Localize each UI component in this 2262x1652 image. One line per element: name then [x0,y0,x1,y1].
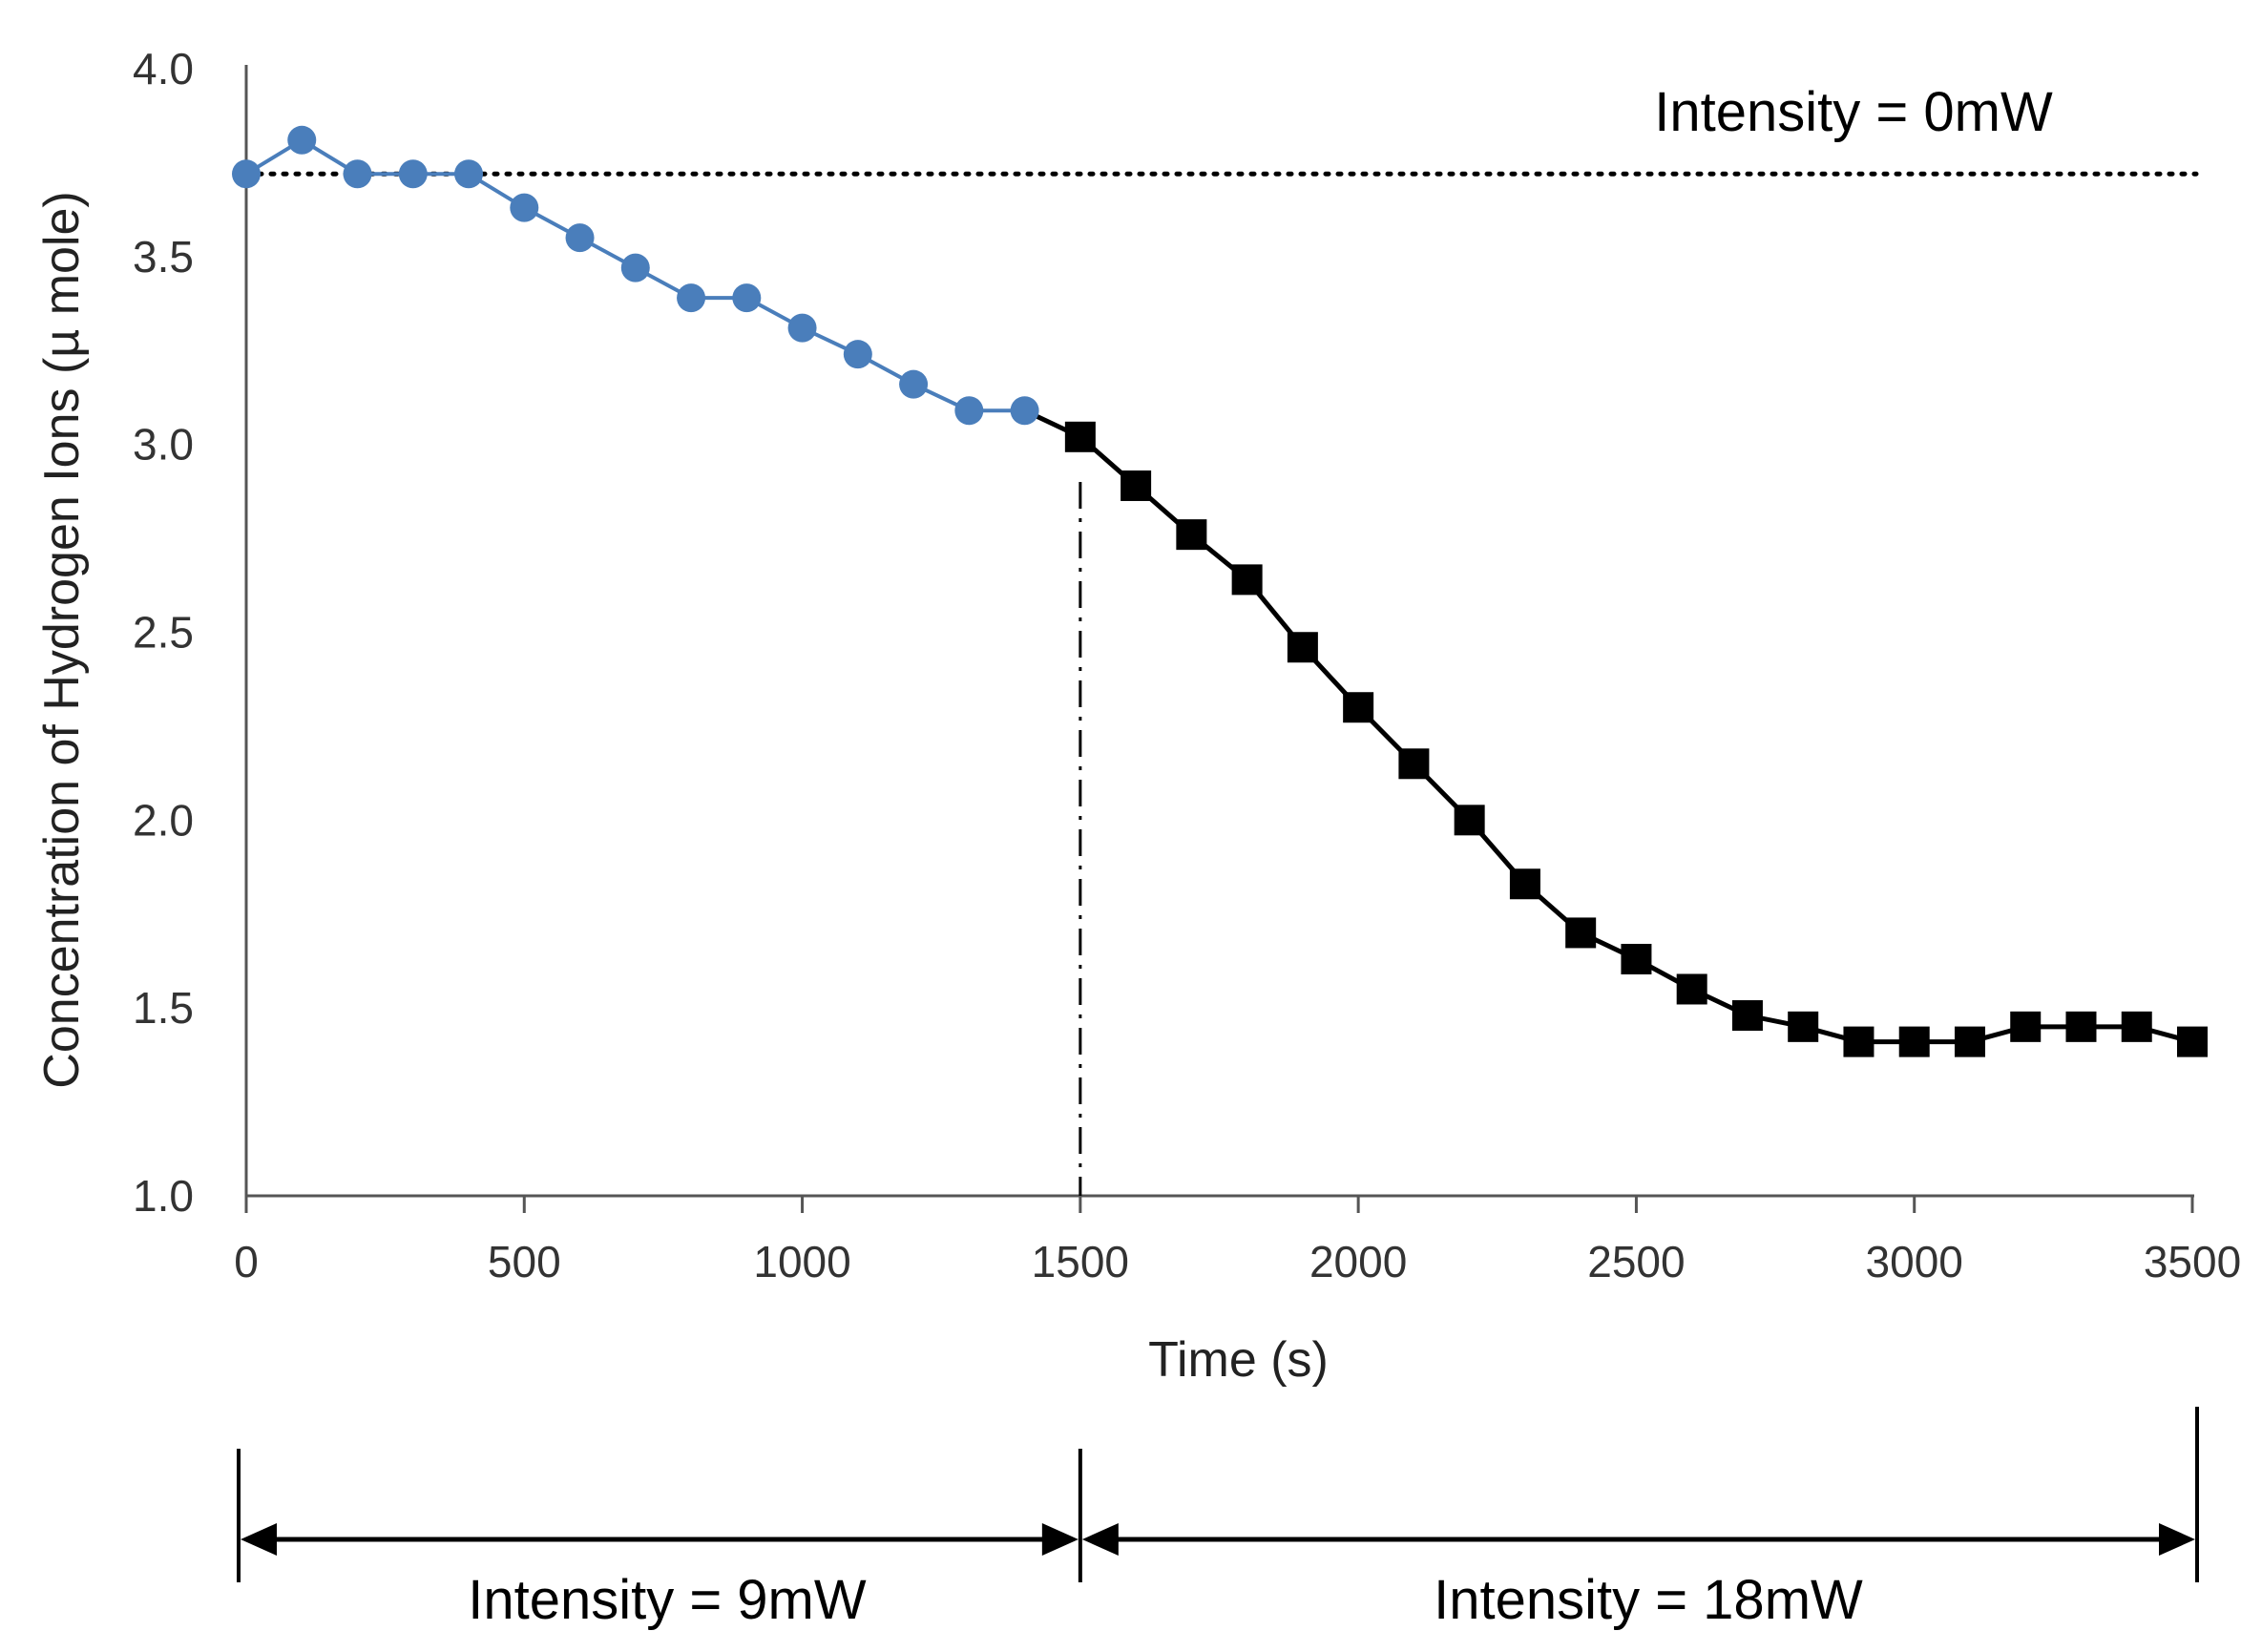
data-point-9mw [677,283,706,313]
x-tick-label: 0 [234,1237,259,1286]
data-point-9mw [732,283,762,313]
data-point-18mw [1898,1026,1930,1057]
data-point-18mw [1176,519,1207,551]
y-tick-label: 4.0 [133,44,194,94]
data-point-18mw [1954,1026,1985,1057]
axes-group: 0 500 1000 1500 2000 2500 3000 3500 1.0 1.5 2.0 2.5… [34,44,2241,1388]
data-point-18mw [1121,470,1152,501]
data-point-18mw [1398,748,1430,780]
range-arrow-9mw-head-left [241,1523,277,1556]
y-tick-label: 1.0 [133,1171,194,1221]
data-point-18mw [1064,421,1096,452]
data-point-9mw [287,125,317,155]
data-point-18mw [1788,1011,1819,1042]
data-point-18mw [1621,943,1652,974]
annotation-0mw-label: Intensity = 0mW [1654,81,2053,143]
range-arrow-18mw-head-left [1081,1523,1119,1556]
y-tick-label: 1.5 [133,983,194,1033]
x-tick-label: 2500 [1587,1237,1685,1286]
data-point-18mw [1843,1026,1875,1057]
data-point-9mw [454,159,484,189]
x-tick-label: 2000 [1309,1237,1407,1286]
data-point-9mw [787,313,817,343]
x-tick-label: 1000 [753,1237,850,1286]
annotation-18mw-label: Intensity = 18mW [1434,1569,1863,1631]
data-point-18mw [1565,917,1597,949]
data-point-18mw [1731,1000,1763,1032]
y-tick-label: 3.5 [133,232,194,282]
data-point-18mw [1231,564,1263,596]
data-point-18mw [2177,1026,2208,1057]
x-axis-title: Time (s) [1148,1332,1329,1388]
x-tick-label: 1500 [1032,1237,1129,1286]
data-point-9mw [843,340,872,369]
data-point-18mw [1287,632,1318,663]
data-point-18mw [2065,1011,2097,1042]
data-point-18mw [1454,805,1485,836]
data-point-9mw [954,396,984,426]
data-point-18mw [2010,1011,2042,1042]
data-point-18mw [1509,868,1540,900]
data-point-9mw [510,193,539,222]
annotations-group: Intensity = 0mW Intensity = 9mW Intensity … [237,81,2199,1631]
series-group [232,125,2208,1057]
data-point-9mw [620,253,650,282]
data-point-9mw [899,369,929,399]
data-point-18mw [1343,692,1374,723]
data-point-9mw [565,223,595,253]
range-arrow-18mw-head-right [2159,1523,2195,1556]
x-tick-label: 500 [488,1237,561,1286]
reference-lines-group [243,171,2199,1196]
y-tick-label: 2.0 [133,795,194,845]
x-tick-label: 3500 [2144,1237,2241,1286]
data-point-9mw [1010,396,1039,426]
data-point-18mw [2121,1011,2152,1042]
data-point-9mw [232,159,261,189]
data-point-9mw [398,159,428,189]
range-arrow-9mw-head-right [1041,1523,1079,1556]
x-tick-label: 3000 [1866,1237,1963,1286]
annotation-9mw-label: Intensity = 9mW [468,1569,867,1631]
y-tick-label: 3.0 [133,420,194,470]
data-point-9mw [343,159,372,189]
series-line-18mw [1023,408,2193,1045]
y-tick-label: 2.5 [133,608,194,658]
data-point-18mw [1676,973,1707,1005]
y-axis-title: Concentration of Hydrogen Ions (µ mole) [34,191,90,1088]
